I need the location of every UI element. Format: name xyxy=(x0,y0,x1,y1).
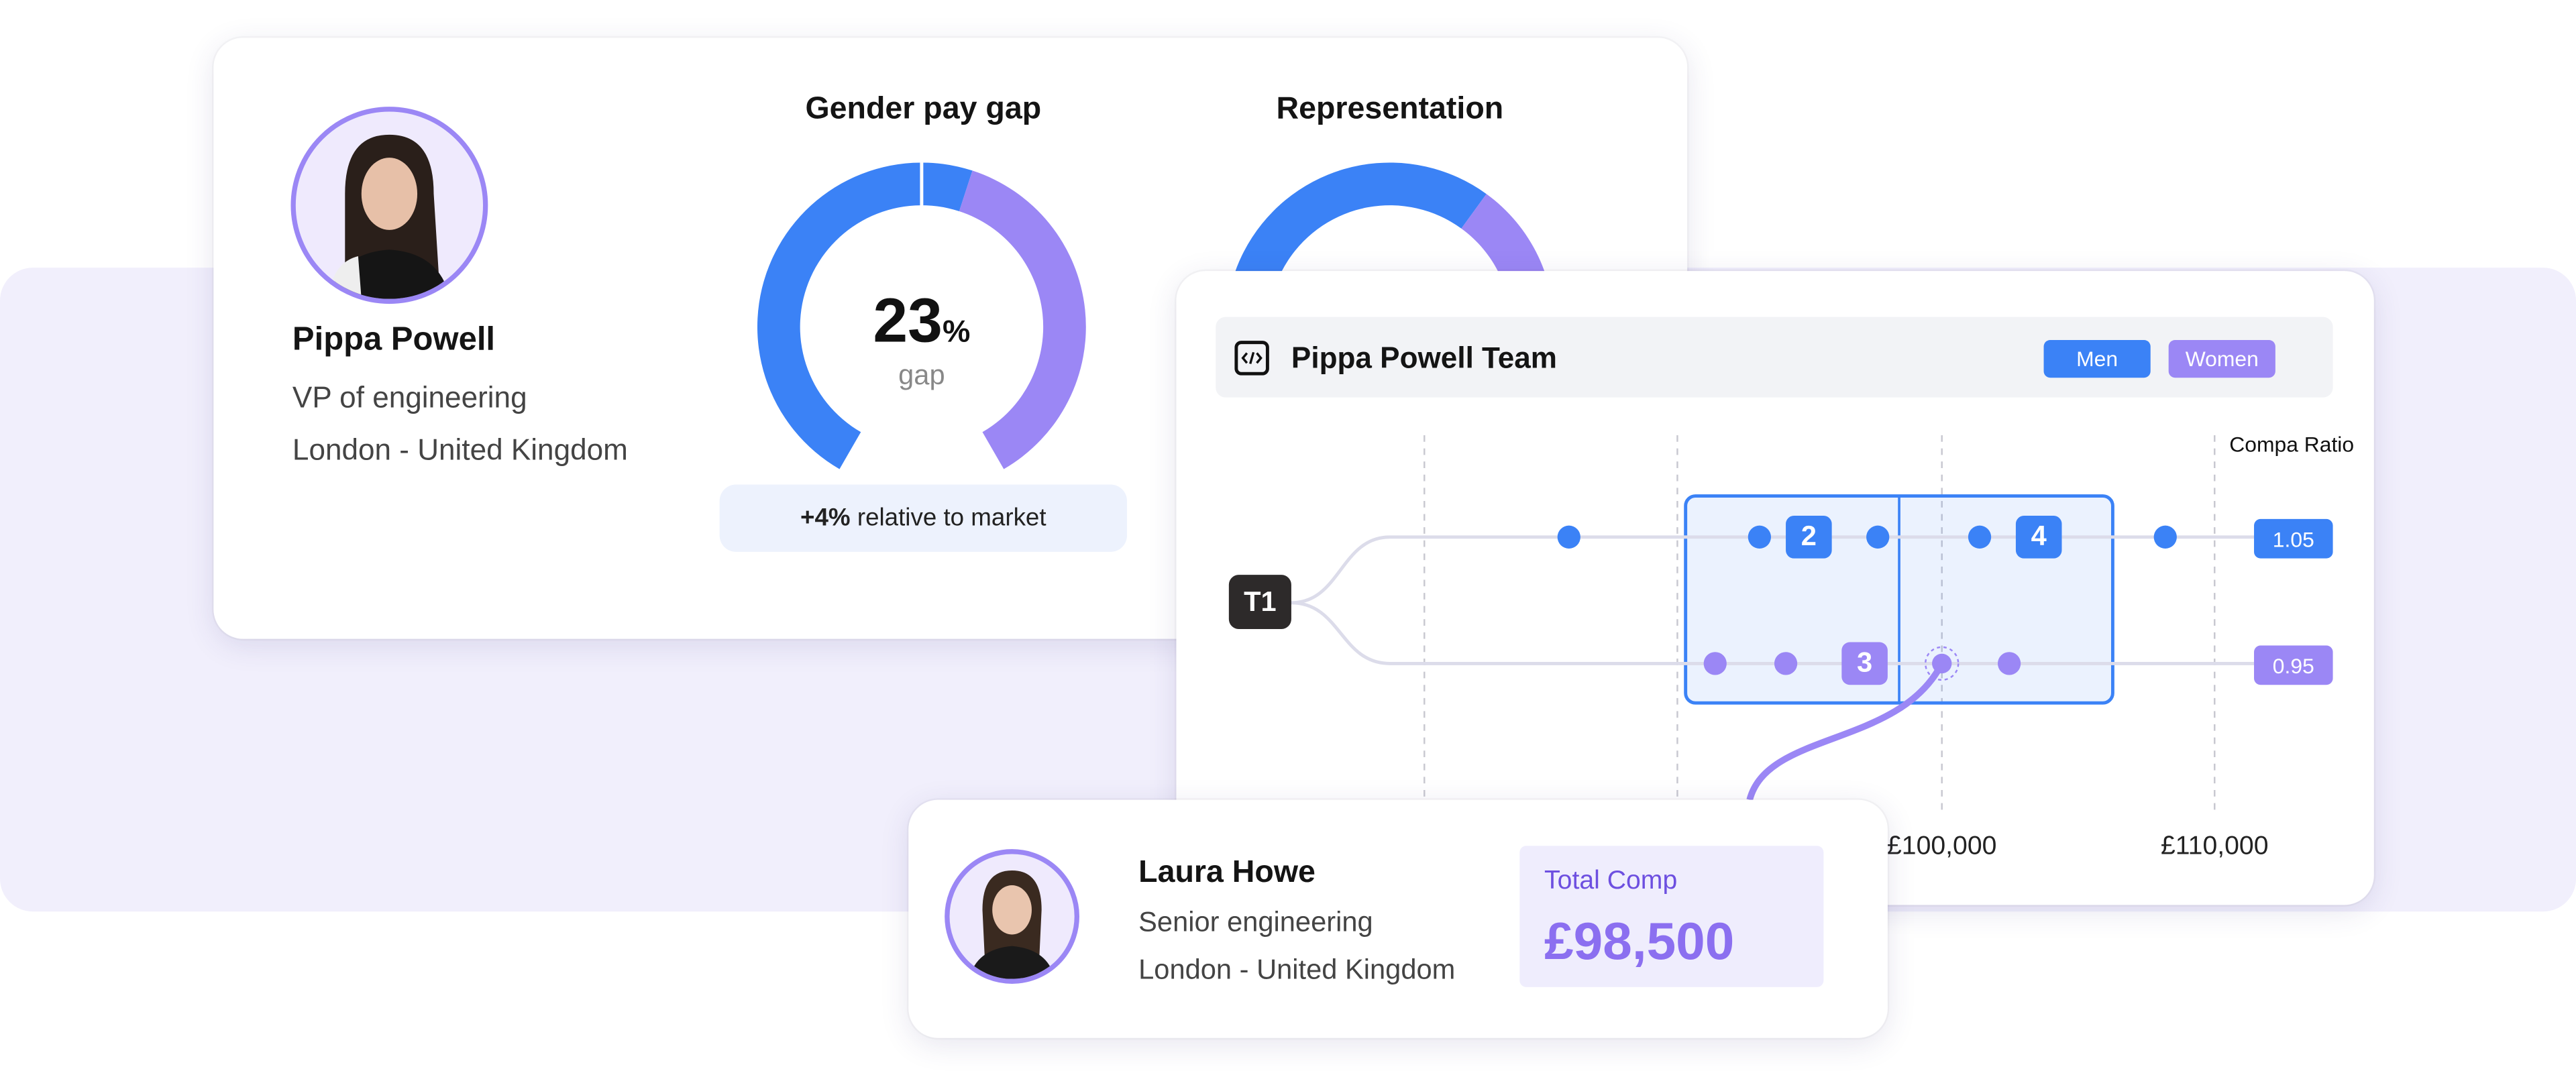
men-track xyxy=(1291,535,2255,605)
employee-role: Senior engineering xyxy=(1138,906,1373,938)
women-track xyxy=(1291,601,2255,665)
cluster-badge-men[interactable]: 2 xyxy=(1786,515,1832,559)
representation-title: Representation xyxy=(1276,92,1504,127)
employee-dot-women xyxy=(1997,652,2021,675)
compa-ratio-women: 0.95 xyxy=(2254,645,2333,685)
employee-dot-men xyxy=(1557,525,1580,549)
market-value: +4% xyxy=(800,504,851,532)
cluster-badge-women[interactable]: 3 xyxy=(1841,642,1888,685)
total-comp-value: £98,500 xyxy=(1544,911,1735,971)
axis-label: £100,000 xyxy=(1886,832,1997,861)
employee-card[interactable]: Laura Howe Senior engineering London - U… xyxy=(908,799,1888,1038)
employee-avatar xyxy=(945,849,1079,984)
employee-dot-men xyxy=(1968,525,1992,549)
selected-ring xyxy=(1925,646,1960,681)
pay-gap-gauge xyxy=(757,162,1086,469)
total-comp-box: Total Comp £98,500 xyxy=(1519,846,1824,987)
profile-name: Pippa Powell xyxy=(292,322,496,358)
pay-gap-caption: gap xyxy=(898,359,945,391)
pay-gap-title: Gender pay gap xyxy=(805,92,1042,127)
profile-location: London - United Kingdom xyxy=(292,433,628,467)
legend-men-button[interactable]: Men xyxy=(2043,339,2151,378)
team-title: Pippa Powell Team xyxy=(1291,341,1557,375)
market-comparison-pill: +4% relative to market xyxy=(719,484,1128,552)
employee-location: London - United Kingdom xyxy=(1138,954,1456,986)
gauge-men-segment xyxy=(757,162,973,469)
team-chart-card: Pippa Powell Team Men Women Compa Ratio … xyxy=(1176,271,2374,905)
connector-line xyxy=(1746,662,1945,801)
person-photo-icon xyxy=(328,134,451,299)
profile-avatar xyxy=(290,107,488,304)
selected-employee-dot xyxy=(1932,653,1952,674)
employee-name: Laura Howe xyxy=(1138,855,1316,891)
gauge-women-segment xyxy=(959,170,1086,469)
employee-dot-men xyxy=(2153,525,2177,549)
employee-dot-men xyxy=(1866,525,1890,549)
code-icon xyxy=(1234,341,1269,376)
team-chart-header: Pippa Powell Team Men Women xyxy=(1216,317,2333,398)
pay-gap-unit: % xyxy=(942,315,971,350)
employee-dot-women xyxy=(1703,652,1727,675)
employee-dot-women xyxy=(1774,652,1798,675)
pay-gap-value: 23% xyxy=(839,288,1004,358)
compa-ratio-men: 1.05 xyxy=(2254,518,2333,559)
total-comp-label: Total Comp xyxy=(1544,867,1678,895)
gauge-men-segment xyxy=(1225,162,1487,469)
person-photo-icon xyxy=(969,870,1055,979)
axis-label: £110,000 xyxy=(2160,832,2269,861)
compa-ratio-label: Compa Ratio xyxy=(2229,432,2355,457)
pay-gap-number: 23 xyxy=(873,287,943,357)
cluster-badge-men[interactable]: 4 xyxy=(2015,515,2062,559)
tier-badge[interactable]: T1 xyxy=(1228,575,1291,629)
profile-role: VP of engineering xyxy=(292,381,527,414)
employee-dot-men xyxy=(1748,525,1772,549)
market-text: relative to market xyxy=(850,504,1046,532)
legend-women-button[interactable]: Women xyxy=(2168,339,2275,378)
